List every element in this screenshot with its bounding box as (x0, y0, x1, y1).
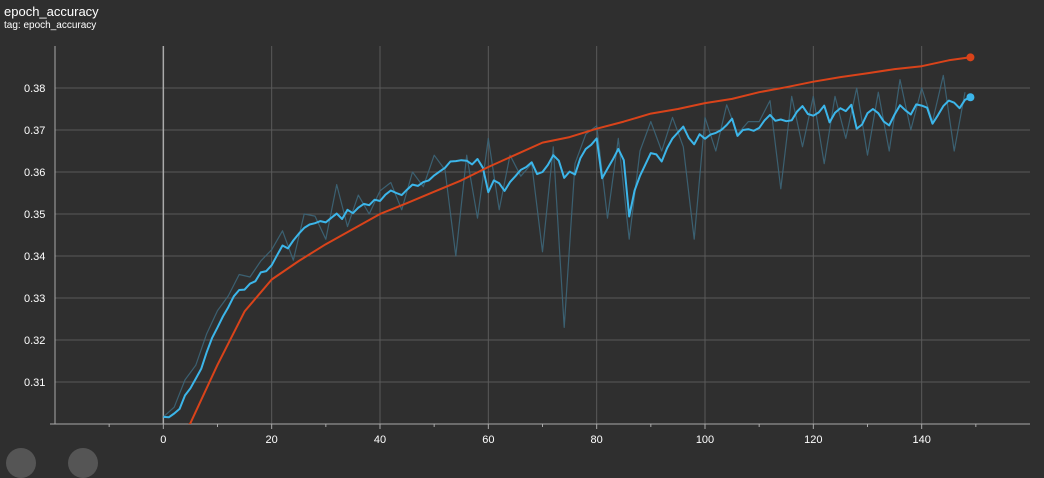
x-tick-label: 0 (160, 434, 166, 446)
series-line-val_smoothed (163, 96, 971, 419)
y-tick-label: 0.34 (24, 251, 45, 263)
card-header: epoch_accuracy tag: epoch_accuracy (4, 4, 99, 32)
y-tick-label: 0.33 (24, 293, 45, 305)
series-lines (162, 53, 975, 424)
series-end-marker-val_smoothed (966, 93, 975, 102)
series-line-train_smoothed (188, 56, 971, 424)
chart-control-button[interactable] (68, 448, 98, 478)
x-tick-label: 80 (591, 434, 603, 446)
card-tag: tag: epoch_accuracy (4, 20, 97, 31)
y-tick-label: 0.38 (24, 83, 45, 95)
y-tick-label: 0.37 (24, 125, 45, 137)
axes (50, 46, 1030, 429)
series-end-marker-train_smoothed (966, 53, 975, 62)
x-tick-label: 40 (374, 434, 386, 446)
chart-control-button[interactable] (6, 448, 36, 478)
x-tick-label: 60 (482, 434, 494, 446)
x-tick-label: 100 (696, 434, 714, 446)
x-tick-label: 20 (266, 434, 278, 446)
y-tick-label: 0.32 (24, 335, 45, 347)
x-tick-label: 120 (804, 434, 822, 446)
card-title: epoch_accuracy (4, 4, 99, 19)
y-tick-label: 0.31 (24, 377, 45, 389)
x-tick-label: 140 (912, 434, 930, 446)
grid (55, 46, 1030, 424)
y-tick-label: 0.35 (24, 209, 45, 221)
tick-labels: 0.31 0.32 0.33 0.34 0.35 0.36 0.37 0.38 0 20 40 60 8… (24, 83, 931, 446)
y-tick-label: 0.36 (24, 167, 45, 179)
line-chart[interactable]: 0.31 0.32 0.33 0.34 0.35 0.36 0.37 0.38 0 20 40 60 8… (0, 0, 1044, 454)
